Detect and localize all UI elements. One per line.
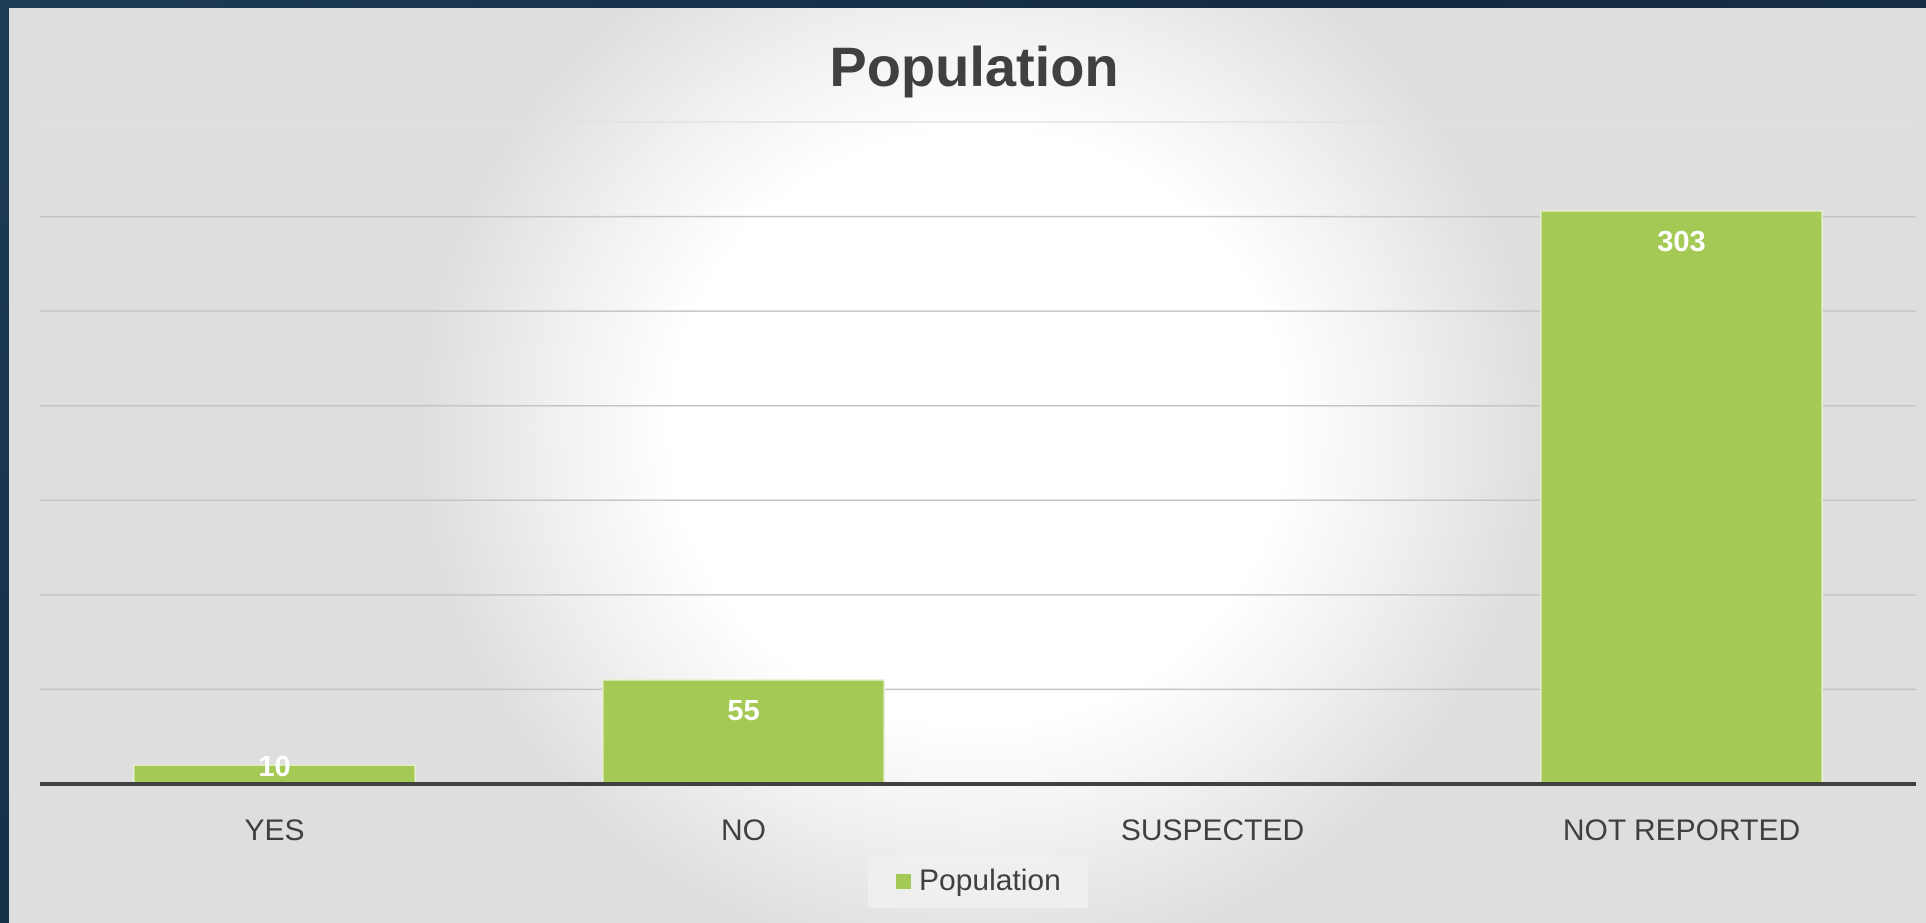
data-label-not-reported: 303 [1657, 226, 1705, 258]
bar-chart: Population 10 55 303 YES NO SUSPECTED NOT REP… [40, 35, 1916, 908]
chart-panel: Population 10 55 303 YES NO SUSPECTED NOT REP… [9, 8, 1926, 923]
bar-no [602, 679, 885, 785]
data-label-no: 55 [727, 695, 759, 727]
data-label-yes: 10 [258, 751, 290, 783]
x-tick-label-yes: YES [244, 814, 304, 847]
legend-label-population: Population [919, 864, 1061, 897]
chart-title: Population [829, 35, 1118, 98]
legend: Population [868, 856, 1088, 908]
x-tick-label-suspected: SUSPECTED [1121, 814, 1304, 847]
data-labels: 10 55 303 [258, 226, 1705, 783]
x-axis-tick-labels: YES NO SUSPECTED NOT REPORTED [244, 814, 1800, 847]
bars [133, 210, 1823, 785]
bar-not-reported [1540, 210, 1823, 785]
x-tick-label-no: NO [721, 814, 766, 847]
x-tick-label-not-reported: NOT REPORTED [1563, 814, 1800, 847]
legend-swatch-population [896, 874, 911, 889]
